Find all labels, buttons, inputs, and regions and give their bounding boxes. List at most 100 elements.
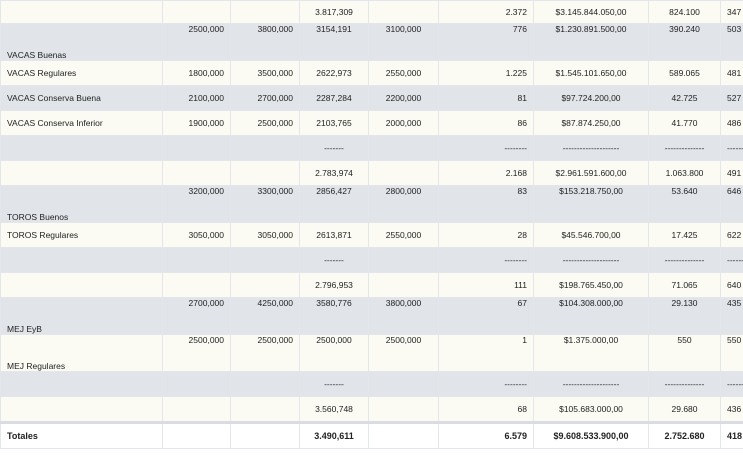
kilograms-cell: 1.063.800 bbox=[648, 160, 721, 186]
max-price-cell: 4250,000 bbox=[230, 297, 300, 335]
heads-cell: -------- bbox=[438, 247, 534, 273]
category-cell: VACAS Conserva Inferior bbox=[0, 110, 163, 136]
amount-cell: $153.218.750,00 bbox=[533, 185, 649, 223]
heads-cell: -------- bbox=[438, 135, 534, 161]
min-price-cell bbox=[162, 396, 231, 423]
average-weight-cell: 646 bbox=[720, 185, 743, 223]
kilograms-cell: 550 bbox=[648, 334, 721, 372]
table-row: VACAS Regulares 1800,000 3500,000 2622,973 2… bbox=[0, 60, 743, 86]
table-row: MEJ EyB 2700,000 4250,000 3580,776 3800,000 6… bbox=[0, 297, 743, 335]
amount-cell: $104.308.000,00 bbox=[533, 297, 649, 335]
mode-price-cell bbox=[368, 272, 439, 298]
max-price-cell: 3500,000 bbox=[230, 60, 300, 86]
table-row: MEJ Regulares 2500,000 2500,000 2500,000 250… bbox=[0, 334, 743, 372]
mode-price-cell: 2800,000 bbox=[368, 185, 439, 223]
max-price-cell: 2500,000 bbox=[230, 334, 300, 372]
average-weight-cell: 347 bbox=[720, 0, 743, 24]
average-weight-cell: 550 bbox=[720, 334, 743, 372]
average-price-cell: 3.560,748 bbox=[299, 396, 369, 423]
category-cell: TOROS Buenos bbox=[0, 185, 163, 223]
average-weight-cell: 622 bbox=[720, 222, 743, 248]
heads-cell: 86 bbox=[438, 110, 534, 136]
average-weight-cell: ------ bbox=[720, 371, 743, 397]
mode-price-cell: 2550,000 bbox=[368, 60, 439, 86]
average-price-cell: 2.796,953 bbox=[299, 272, 369, 298]
mode-price-cell bbox=[368, 247, 439, 273]
min-price-cell: 2500,000 bbox=[162, 334, 231, 372]
mode-price-cell bbox=[368, 396, 439, 423]
amount-cell: $198.765.450,00 bbox=[533, 272, 649, 298]
amount-cell: $1.375.000,00 bbox=[533, 334, 649, 372]
min-price-cell bbox=[162, 0, 231, 24]
mode-price-cell: 3800,000 bbox=[368, 297, 439, 335]
totals-average-price: 3.490,611 bbox=[299, 421, 369, 449]
average-weight-cell: 486 bbox=[720, 110, 743, 136]
average-weight-cell: 481 bbox=[720, 60, 743, 86]
max-price-cell bbox=[230, 135, 300, 161]
average-price-cell: 2103,765 bbox=[299, 110, 369, 136]
average-price-cell: 3154,191 bbox=[299, 23, 369, 61]
mode-price-cell: 2000,000 bbox=[368, 110, 439, 136]
empty-cell bbox=[368, 421, 439, 449]
mode-price-cell: 2550,000 bbox=[368, 222, 439, 248]
amount-cell: $2.961.591.600,00 bbox=[533, 160, 649, 186]
table-row: 3.560,748 68 $105.683.000,00 29.680 436 bbox=[0, 396, 743, 423]
heads-cell: 81 bbox=[438, 85, 534, 111]
totals-label: Totales bbox=[0, 421, 163, 449]
amount-cell: $97.724.200,00 bbox=[533, 85, 649, 111]
average-weight-cell: 503 bbox=[720, 23, 743, 61]
category-cell: VACAS Conserva Buena bbox=[0, 85, 163, 111]
category-cell bbox=[0, 160, 163, 186]
mode-price-cell: 3100,000 bbox=[368, 23, 439, 61]
kilograms-cell: 824.100 bbox=[648, 0, 721, 24]
totals-kilograms: 2.752.680 bbox=[648, 421, 721, 449]
min-price-cell bbox=[162, 272, 231, 298]
table-row: VACAS Buenas 2500,000 3800,000 3154,191 3100… bbox=[0, 23, 743, 61]
min-price-cell: 2700,000 bbox=[162, 297, 231, 335]
mode-price-cell bbox=[368, 371, 439, 397]
mode-price-cell bbox=[368, 135, 439, 161]
category-cell: MEJ Regulares bbox=[0, 334, 163, 372]
kilograms-cell: 41.770 bbox=[648, 110, 721, 136]
min-price-cell bbox=[162, 247, 231, 273]
category-cell bbox=[0, 371, 163, 397]
heads-cell: 2.372 bbox=[438, 0, 534, 24]
max-price-cell: 3300,000 bbox=[230, 185, 300, 223]
amount-cell: $87.874.250,00 bbox=[533, 110, 649, 136]
average-weight-cell: ------ bbox=[720, 247, 743, 273]
average-weight-cell: 435 bbox=[720, 297, 743, 335]
heads-cell: 111 bbox=[438, 272, 534, 298]
table-row: 3.817,309 2.372 $3.145.844.050,00 824.100 34… bbox=[0, 0, 743, 24]
min-price-cell bbox=[162, 135, 231, 161]
average-price-cell: 2622,973 bbox=[299, 60, 369, 86]
max-price-cell: 2500,000 bbox=[230, 110, 300, 136]
category-cell bbox=[0, 0, 163, 24]
category-cell bbox=[0, 135, 163, 161]
kilograms-cell: 42.725 bbox=[648, 85, 721, 111]
heads-cell: 1 bbox=[438, 334, 534, 372]
amount-cell: $1.545.101.650,00 bbox=[533, 60, 649, 86]
amount-cell: $45.546.700,00 bbox=[533, 222, 649, 248]
average-weight-cell: 436 bbox=[720, 396, 743, 423]
heads-cell: 1.225 bbox=[438, 60, 534, 86]
min-price-cell: 3050,000 bbox=[162, 222, 231, 248]
min-price-cell: 1900,000 bbox=[162, 110, 231, 136]
average-price-cell: 2613,871 bbox=[299, 222, 369, 248]
max-price-cell bbox=[230, 371, 300, 397]
kilograms-cell: 29.130 bbox=[648, 297, 721, 335]
average-weight-cell: 491 bbox=[720, 160, 743, 186]
average-weight-cell: 527 bbox=[720, 85, 743, 111]
heads-cell: 2.168 bbox=[438, 160, 534, 186]
totals-amount: $9.608.533.900,00 bbox=[533, 421, 649, 449]
table-row: TOROS Buenos 3200,000 3300,000 2856,427 2800… bbox=[0, 185, 743, 223]
min-price-cell: 2100,000 bbox=[162, 85, 231, 111]
average-price-cell: 2.783,974 bbox=[299, 160, 369, 186]
empty-cell bbox=[162, 421, 231, 449]
average-price-cell: ------- bbox=[299, 247, 369, 273]
amount-cell: -------------------- bbox=[533, 135, 649, 161]
average-weight-cell: ------ bbox=[720, 135, 743, 161]
amount-cell: $3.145.844.050,00 bbox=[533, 0, 649, 24]
average-price-cell: 2500,000 bbox=[299, 334, 369, 372]
